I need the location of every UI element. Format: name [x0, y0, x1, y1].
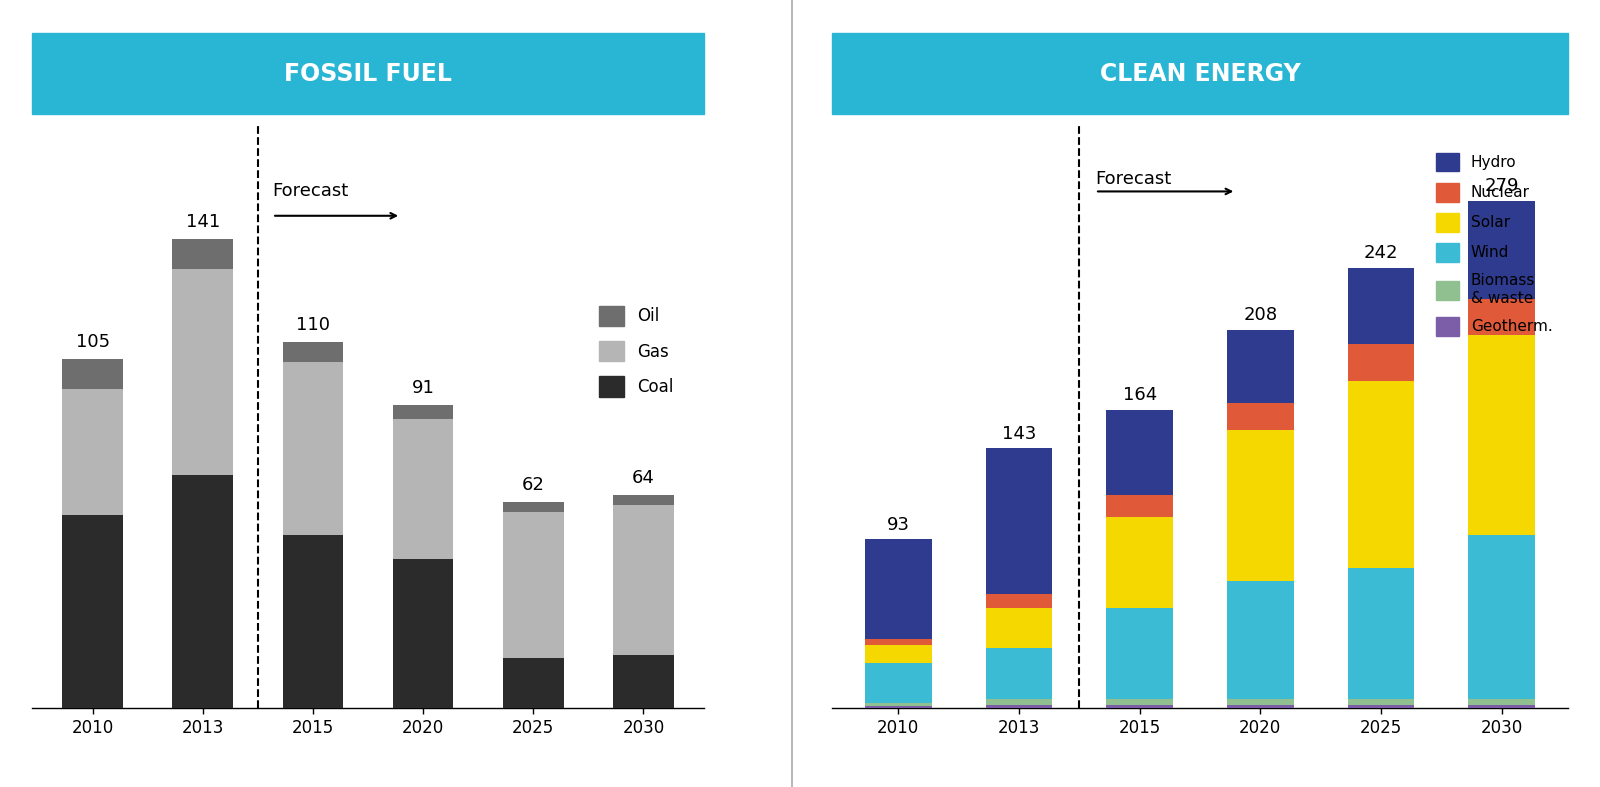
Bar — [173, 269, 234, 475]
Bar — [866, 645, 931, 663]
Bar — [866, 663, 931, 703]
Bar — [986, 704, 1053, 708]
Text: CLEAN ENERGY: CLEAN ENERGY — [1099, 61, 1301, 86]
Text: 208: 208 — [1243, 306, 1277, 324]
Bar — [283, 362, 344, 535]
Legend: Hydro, Nuclear, Solar, Wind, Biomass
& waste, Geotherm.: Hydro, Nuclear, Solar, Wind, Biomass & w… — [1429, 146, 1560, 343]
Bar — [62, 515, 123, 708]
FancyBboxPatch shape — [32, 33, 704, 114]
Bar — [1469, 699, 1534, 704]
Bar — [1227, 403, 1293, 430]
Text: 242: 242 — [1363, 245, 1398, 262]
Bar — [502, 512, 563, 659]
Bar — [613, 655, 674, 708]
Bar — [1107, 699, 1173, 704]
Bar — [1347, 381, 1414, 568]
Bar — [613, 505, 674, 655]
Bar — [1347, 268, 1414, 345]
Bar — [613, 495, 674, 505]
Bar — [173, 239, 234, 269]
Bar — [1107, 704, 1173, 708]
Bar — [986, 648, 1053, 699]
Bar — [502, 659, 563, 708]
Bar — [283, 342, 344, 362]
Bar — [62, 359, 123, 389]
Bar — [1469, 535, 1534, 699]
Text: 105: 105 — [75, 333, 110, 350]
Bar — [1347, 568, 1414, 699]
Bar — [986, 593, 1053, 608]
Bar — [1227, 704, 1293, 708]
Bar — [1107, 410, 1173, 495]
Bar — [986, 699, 1053, 704]
Bar — [1107, 517, 1173, 608]
Bar — [392, 419, 453, 559]
Bar — [866, 703, 931, 707]
Bar — [1469, 201, 1534, 299]
Text: 91: 91 — [411, 379, 435, 397]
Legend: Oil, Gas, Coal: Oil, Gas, Coal — [590, 297, 682, 405]
Bar — [1227, 581, 1293, 699]
Bar — [866, 539, 931, 639]
Bar — [1347, 704, 1414, 708]
Bar — [1227, 699, 1293, 704]
Bar — [1107, 608, 1173, 699]
Bar — [1227, 430, 1293, 581]
Text: 64: 64 — [632, 469, 654, 487]
Bar — [392, 559, 453, 708]
Bar — [62, 389, 123, 515]
Text: Forecast: Forecast — [272, 183, 349, 201]
Bar — [1347, 345, 1414, 381]
Text: 141: 141 — [186, 212, 219, 231]
Text: 279: 279 — [1485, 177, 1518, 195]
Text: Forecast: Forecast — [1094, 170, 1171, 187]
Text: 143: 143 — [1002, 425, 1037, 442]
Bar — [1469, 299, 1534, 335]
Bar — [173, 475, 234, 708]
Bar — [1347, 699, 1414, 704]
Bar — [392, 405, 453, 419]
Bar — [986, 448, 1053, 593]
Bar — [502, 502, 563, 512]
FancyBboxPatch shape — [832, 33, 1568, 114]
Bar — [1227, 330, 1293, 403]
Text: 164: 164 — [1123, 386, 1157, 405]
Text: FOSSIL FUEL: FOSSIL FUEL — [285, 61, 451, 86]
Bar — [866, 707, 931, 708]
Text: 110: 110 — [296, 316, 330, 334]
Bar — [1469, 704, 1534, 708]
Bar — [866, 639, 931, 645]
Bar — [1469, 335, 1534, 535]
Text: 62: 62 — [522, 475, 544, 493]
Bar — [283, 535, 344, 708]
Bar — [1107, 495, 1173, 517]
Bar — [986, 608, 1053, 648]
Text: 93: 93 — [886, 515, 910, 534]
